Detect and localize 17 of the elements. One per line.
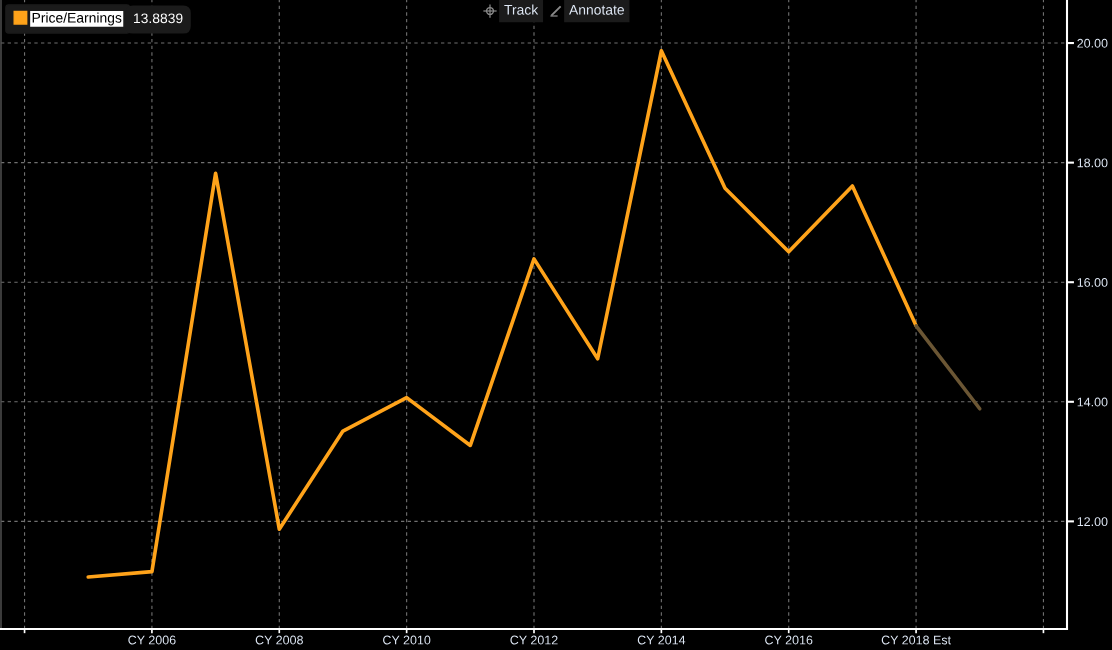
line-series bbox=[86, 49, 918, 579]
y-tick-label: 16.00 bbox=[1077, 278, 1108, 287]
y-tick-label: 14.00 bbox=[1077, 397, 1108, 407]
x-tick-label: CY 2010 bbox=[383, 635, 431, 645]
x-tick-label: CY 2012 bbox=[510, 635, 558, 645]
annotation: 13.8839 bbox=[134, 13, 183, 24]
legend-label: Price/Earnings bbox=[32, 12, 122, 26]
x-tick-label: CY 2014 bbox=[637, 635, 686, 645]
annotation: Track bbox=[504, 4, 539, 15]
y-tick-label: 20.00 bbox=[1077, 38, 1108, 48]
annotation: Annotate bbox=[569, 5, 624, 15]
y-tick-label: 18.00 bbox=[1077, 158, 1108, 168]
x-tick-label: CY 2006 bbox=[128, 635, 176, 645]
x-tick-label: CY 2016 bbox=[765, 635, 813, 645]
x-tick-label: CY 2008 bbox=[255, 635, 303, 645]
y-tick-label: 12.00 bbox=[1077, 517, 1108, 527]
x-tick-label: CY 2018 Est bbox=[881, 635, 951, 645]
